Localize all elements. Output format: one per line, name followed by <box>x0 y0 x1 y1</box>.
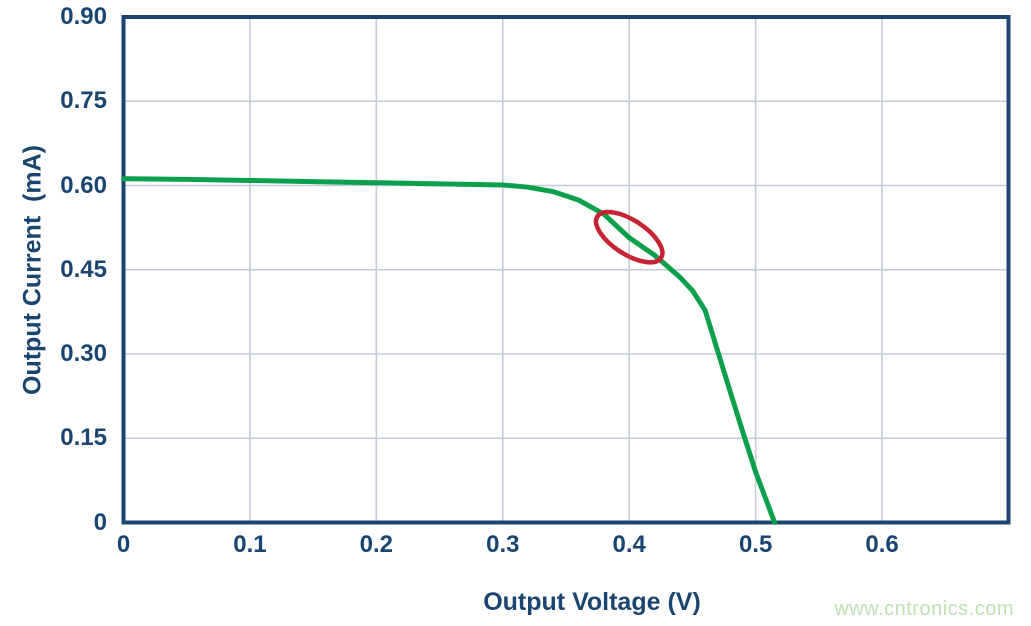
y-tick-label: 0.90 <box>60 3 107 30</box>
y-tick-label: 0.45 <box>60 255 107 283</box>
y-tick-label: 0 <box>93 508 107 536</box>
x-tick-label: 0.2 <box>359 531 394 558</box>
x-tick-label: 0.3 <box>486 531 520 558</box>
plot-frame <box>121 15 1011 525</box>
y-tick-label: 0.30 <box>60 340 107 367</box>
y-tick-label: 0.60 <box>60 171 107 199</box>
iv-curve-line <box>121 176 778 525</box>
x-tick-label: 0.6 <box>865 531 899 558</box>
x-tick-label: 0.5 <box>738 531 773 558</box>
x-axis-title: Output Voltage (V) <box>483 588 701 616</box>
x-tick-label: 0.4 <box>612 531 646 558</box>
y-axis-title: Output Current (mA) <box>18 145 47 395</box>
y-tick-label: 0.75 <box>60 87 107 115</box>
watermark-text: www.cntronics.com <box>834 598 1014 620</box>
y-tick-label: 0.15 <box>60 424 107 452</box>
x-tick-label: 0.1 <box>233 531 267 558</box>
x-tick-label: 0 <box>116 531 131 558</box>
operating-point-ellipse-annotation <box>593 209 665 265</box>
